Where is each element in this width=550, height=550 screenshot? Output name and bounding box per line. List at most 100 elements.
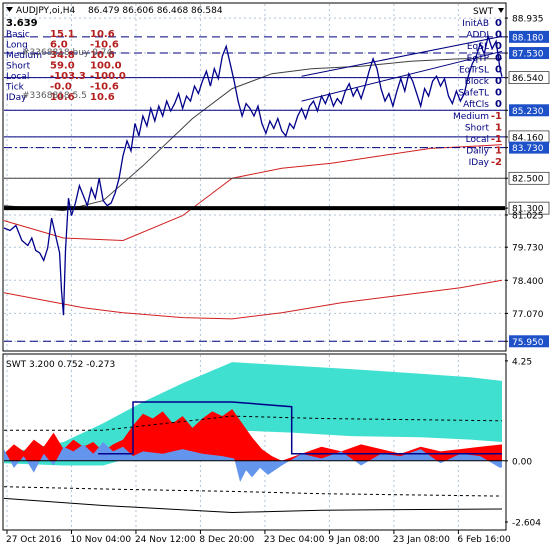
indicator-label: SWT 3.200 0.752 -0.273 [6,360,115,370]
right-table-name-1: ADDI [466,31,489,41]
right-table-value-9: 1 [495,122,502,133]
left-table-a-2: 34.8 [50,50,75,61]
right-table-name-6: SafeTL [459,89,489,99]
left-table-b-3: 100.0 [90,61,122,72]
indicator-name: SWT [473,7,494,17]
indicator-dropdown-icon[interactable] [498,8,504,13]
red-histogram [4,409,502,461]
main-y-tick-label-6: 82.500 [512,175,544,185]
left-table-name-0: Basic [6,30,30,40]
main-y-tick-box-6 [508,171,550,185]
right-table-value-2: 0 [495,41,502,52]
left-table-name-3: Short [6,62,31,72]
right-table-value-6: 0 [495,88,502,99]
indicator-y-tick-label-1: 0.00 [512,457,532,467]
indicator-y-tick-label-2: -2.604 [512,519,541,529]
left-info-table: Basic 15.1 10.6 Long 6.0 -10.6 Medium 34.8 10.6 S… [5,29,126,103]
left-table-name-2: Medium [6,51,42,61]
x-tick-label-3: 8 Dec 20:00 [199,535,254,545]
main-y-tick-box-12 [509,335,549,348]
right-table-value-0: 0 [495,18,502,29]
main-y-tick-box-7 [508,201,550,215]
left-table-name-6: IDay [6,93,27,103]
price-levels [4,36,505,342]
x-axis: 27 Oct 2016 10 Nov 04:00 24 Nov 12:00 8 Dec… [6,530,511,545]
x-tick-label-5: 9 Jan 08:00 [328,535,380,545]
right-table-value-11: 1 [495,146,502,157]
right-table-value-3: 0 [495,53,502,64]
right-info-table: InitAB 0 ADDI 0 EqSL 0 EqTP 0 EqTrSL 0 Block 0 SafeT… [453,18,502,168]
symbol-label: AUDJPY,oi,H4 [16,6,76,16]
left-table-a-3: 59.0 [50,61,75,72]
main-y-tick-label-4: 84.160 [512,133,544,143]
right-table-name-4: EqTrSL [459,65,489,75]
ma-fast-line [3,58,502,212]
blue-histogram [4,442,502,482]
dropdown-triangle-icon[interactable] [6,7,13,12]
x-tick-label-4: 23 Dec 04:00 [264,535,325,545]
left-table-b-2: 10.6 [90,50,115,61]
main-y-tick-label-1: 87.530 [512,50,544,60]
main-y-tick-box-13 [509,30,549,43]
main-y-tick-label-5: 83.730 [512,144,544,154]
left-table-a-4: -103.3 [50,71,86,82]
main-y-tick-box-5 [509,141,549,154]
right-table-name-12: IDay [469,158,490,168]
right-table-name-11: Daily [466,147,489,157]
left-table-name-1: Long [6,41,28,51]
right-table-value-7: 0 [495,99,502,110]
chart-header: AUDJPY,oi,H4 86.479 86.606 86.468 86.584… [6,6,504,29]
step-line [98,401,502,455]
right-table-value-1: 0 [495,30,502,41]
main-y-tick-label-3: 85.230 [512,107,544,117]
left-table-a-0: 15.1 [50,29,75,40]
dash-lower-line [3,486,503,497]
left-table-a-1: 6.0 [50,40,68,51]
dash-upper-line [4,415,503,431]
left-table-b-1: -10.6 [90,40,119,51]
right-table-value-10: -1 [491,134,502,145]
overlay-label: #3368818 5.5 [22,91,87,101]
main-y-tick-label-8: 81.025 [512,211,544,221]
left-table-name-5: Tick [5,83,25,93]
price-path [3,33,503,316]
trend-channel [301,35,503,102]
main-y-tick-label-9: 79.730 [512,244,544,254]
header-value: 3.639 [6,18,38,29]
right-table-value-4: 0 [495,64,502,75]
right-table-name-2: EqSL [467,42,489,52]
price-line [3,33,503,316]
order-label: #3368818 buy 0.74 [22,48,112,58]
left-table-a-5: -0.0 [50,82,72,93]
left-table-b-0: 10.6 [90,29,115,40]
main-y-tick-box-2 [508,71,550,84]
x-tick-label-0: 27 Oct 2016 [6,535,62,545]
right-table-value-5: 0 [495,76,502,87]
right-table-name-3: EqTP [467,54,490,64]
indicator-y-tick-label-0: 4.25 [512,357,532,367]
x-tick-label-2: 24 Nov 12:00 [135,535,196,545]
ma-fast-path [3,58,502,212]
right-table-name-9: Short [465,123,490,133]
main-y-tick-label-13: 88.180 [512,33,544,43]
left-table-b-6: 10.6 [90,92,115,103]
swt-indicator [3,362,505,514]
ma-long-line [3,279,503,320]
main-y-tick-label-11: 77.070 [512,310,544,320]
right-table-value-8: -1 [491,111,502,122]
main-y-tick-box-3 [509,104,549,117]
x-tick-label-1: 10 Nov 04:00 [70,535,131,545]
indicator-y-axis: 4.25 0.00 -2.604 [505,357,541,529]
main-y-tick-label-2: 86.540 [512,74,544,84]
left-table-name-4: Local [6,72,29,82]
right-table-name-10: Local [466,135,489,145]
main-y-tick-label-12: 75.950 [512,338,544,348]
left-table-a-6: 10.6 [50,92,75,103]
x-tick-label-7: 6 Feb 16:00 [457,535,511,545]
x-tick-label-6: 23 Jan 08:00 [393,535,450,545]
right-table-name-8: Medium [453,112,489,122]
right-table-name-0: InitAB [462,19,489,29]
main-y-tick-label-10: 78.400 [512,277,544,287]
